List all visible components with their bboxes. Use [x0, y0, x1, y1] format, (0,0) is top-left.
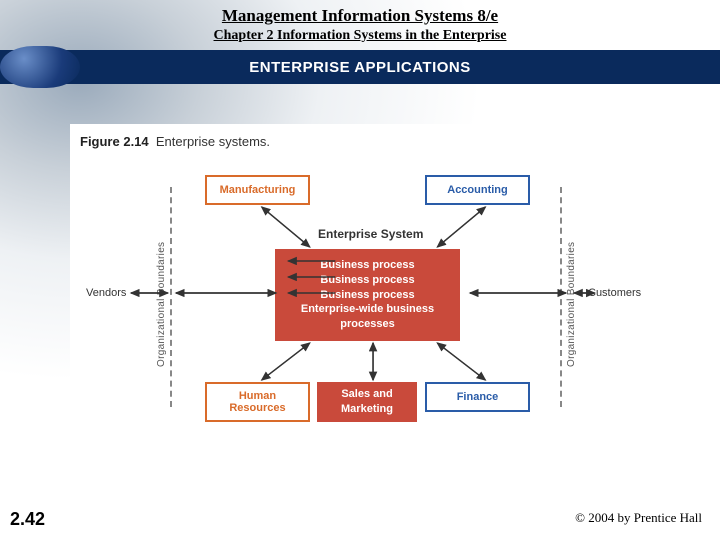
- customers-label: Customers: [588, 287, 641, 299]
- banner-bar: ENTERPRISE APPLICATIONS: [0, 50, 720, 84]
- box-center-processes: Business process Business process Busine…: [275, 249, 460, 341]
- figure-number: Figure 2.14: [80, 134, 149, 149]
- box-finance-label: Finance: [457, 391, 499, 403]
- box-accounting: Accounting: [425, 175, 530, 205]
- boundary-right-line: [560, 187, 562, 407]
- center-line-3: Enterprise-wide business: [301, 302, 434, 317]
- center-line-4: processes: [340, 317, 394, 332]
- slide: Management Information Systems 8/e Chapt…: [0, 0, 720, 540]
- vendors-label: Vendors: [86, 287, 126, 299]
- page-number: 2.42: [10, 509, 45, 530]
- box-sales-label: Sales and Marketing: [323, 387, 411, 417]
- center-line-0: Business process: [320, 258, 414, 273]
- figure-caption-text: Enterprise systems.: [156, 134, 270, 149]
- boundary-left-label: Organizational Boundaries: [156, 227, 167, 367]
- box-hr: Human Resources: [205, 382, 310, 422]
- enterprise-system-label: Enterprise System: [318, 227, 423, 241]
- title-main: Management Information Systems 8/e: [0, 6, 720, 26]
- boundary-left-line: [170, 187, 172, 407]
- center-line-2: Business process: [320, 288, 414, 303]
- box-hr-label: Human Resources: [211, 390, 304, 414]
- box-sales-marketing: Sales and Marketing: [317, 382, 417, 422]
- box-finance: Finance: [425, 382, 530, 412]
- diagram: Organizational Boundaries Organizational…: [80, 157, 662, 457]
- figure-area: Figure 2.14 Enterprise systems. Organiza…: [70, 124, 672, 474]
- boundary-right-label: Organizational Boundaries: [566, 227, 577, 367]
- slide-header: Management Information Systems 8/e Chapt…: [0, 0, 720, 44]
- globe-graphic: [0, 46, 80, 88]
- title-sub: Chapter 2 Information Systems in the Ent…: [0, 28, 720, 44]
- box-accounting-label: Accounting: [447, 184, 508, 196]
- center-line-1: Business process: [320, 273, 414, 288]
- box-manufacturing-label: Manufacturing: [220, 184, 296, 196]
- figure-caption: Figure 2.14 Enterprise systems.: [80, 134, 662, 149]
- box-manufacturing: Manufacturing: [205, 175, 310, 205]
- banner-text: ENTERPRISE APPLICATIONS: [249, 59, 471, 76]
- copyright: © 2004 by Prentice Hall: [575, 510, 702, 526]
